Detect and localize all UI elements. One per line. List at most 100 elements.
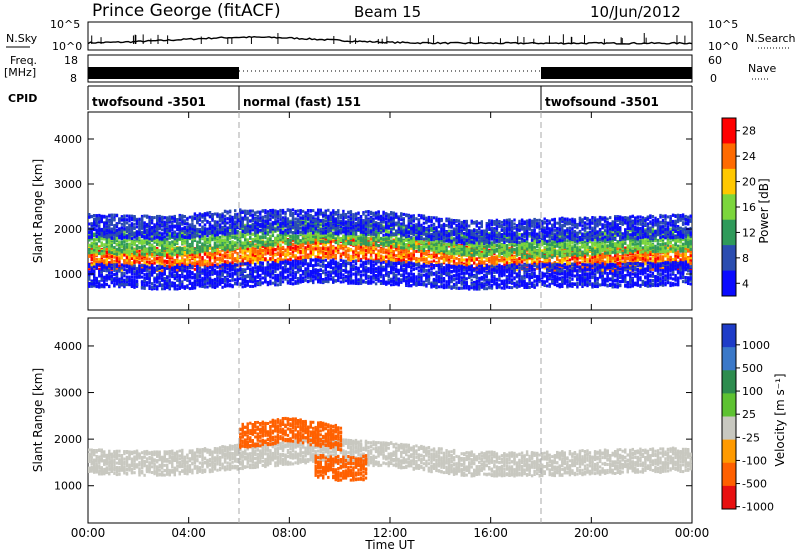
heatmap-cell (254, 250, 257, 254)
heatmap-cell (294, 235, 297, 239)
heatmap-cell (188, 251, 192, 255)
heatmap-cell (254, 239, 257, 243)
heatmap-cell (171, 263, 174, 267)
heatmap-cell (357, 257, 360, 261)
heatmap-cell (246, 255, 249, 259)
heatmap-cell (211, 263, 214, 267)
heatmap-cell (181, 241, 184, 245)
heatmap-cell (140, 258, 144, 262)
power-heatmap (88, 112, 692, 310)
freq-label-line1: Freq. (10, 54, 37, 67)
heatmap-cell (206, 237, 209, 241)
heatmap-cell (397, 255, 400, 258)
heatmap-cell (95, 260, 98, 264)
heatmap-cell (135, 244, 139, 248)
heatmap-cell (571, 257, 574, 261)
heatmap-cell (133, 261, 136, 264)
heatmap-cell (213, 259, 217, 263)
heatmap-cell (281, 240, 285, 244)
heatmap-cell (417, 259, 421, 263)
heatmap-cell (95, 253, 98, 256)
heatmap-cell (186, 253, 189, 257)
heatmap-cell (397, 245, 400, 249)
heatmap-cell (196, 251, 199, 255)
heatmap-cell (566, 261, 569, 265)
heatmap-cell (312, 227, 315, 231)
heatmap-cell (379, 250, 383, 254)
heatmap-cell (168, 255, 171, 259)
heatmap-cell (254, 248, 257, 252)
heatmap-cell (211, 246, 214, 250)
heatmap-cell (352, 250, 355, 254)
heatmap-cell (264, 246, 267, 250)
heatmap-cell (480, 260, 483, 264)
heatmap-cell (236, 238, 239, 242)
heatmap-cell (269, 234, 272, 238)
heatmap-cell (596, 258, 599, 262)
heatmap-cell (465, 261, 468, 265)
heatmap-cell (234, 257, 237, 261)
heatmap-cell (286, 249, 290, 253)
heatmap-cell (442, 261, 446, 265)
heatmap-cell (349, 235, 353, 239)
heatmap-cell (201, 260, 204, 264)
heatmap-cell (186, 244, 189, 248)
heatmap-cell (347, 242, 350, 246)
heatmap-cell (274, 259, 277, 262)
heatmap-cell (437, 256, 441, 260)
heatmap-cell (364, 253, 368, 257)
heatmap-cell (327, 240, 330, 243)
heatmap-cell (269, 243, 272, 247)
heatmap-cell (347, 257, 350, 261)
heatmap-cell (395, 248, 398, 252)
heatmap-cell (145, 252, 149, 255)
heatmap-cell (90, 264, 93, 268)
heatmap-cell (100, 254, 103, 258)
heatmap-cell (196, 253, 199, 257)
heatmap-cell (256, 236, 259, 240)
heatmap-cell (412, 255, 415, 259)
heatmap-cell (254, 244, 257, 248)
heatmap-cell (337, 239, 340, 243)
heatmap-cell (173, 258, 176, 262)
heatmap-cell (228, 256, 232, 260)
heatmap-cell (312, 245, 315, 249)
heatmap-cell (98, 246, 101, 250)
heatmap-cell (669, 256, 672, 260)
heatmap-cell (90, 244, 93, 248)
heatmap-cell (306, 244, 310, 248)
heatmap-cell (105, 263, 108, 267)
heatmap-cell (249, 258, 252, 262)
heatmap-cell (289, 258, 292, 261)
noise-tick-left-high: 10^5 (50, 18, 80, 31)
heatmap-cell (503, 260, 506, 264)
heatmap-cell (440, 250, 443, 254)
heatmap-cell (317, 247, 320, 251)
heatmap-cell (150, 254, 154, 258)
heatmap-cell (100, 241, 103, 245)
heatmap-cell (447, 257, 451, 261)
heatmap-cell (223, 247, 227, 251)
heatmap-cell (468, 262, 471, 266)
heatmap-cell (654, 254, 657, 258)
heatmap-cell (163, 252, 166, 256)
heatmap-cell (103, 247, 106, 251)
heatmap-cell (251, 232, 254, 236)
heatmap-cell (556, 257, 559, 261)
heatmap-cell (183, 241, 186, 245)
heatmap-cell (530, 260, 534, 263)
heatmap-cell (666, 258, 670, 261)
heatmap-cell (312, 240, 315, 244)
heatmap-cell (236, 257, 239, 261)
heatmap-cell (153, 257, 156, 261)
heatmap-cell (319, 251, 322, 255)
heatmap-cell (435, 256, 438, 260)
heatmap-cell (483, 247, 486, 251)
heatmap-cell (379, 259, 383, 263)
heatmap-cell (636, 255, 639, 259)
heatmap-cell (198, 255, 202, 259)
heatmap-cell (173, 261, 176, 265)
heatmap-cell (319, 256, 322, 260)
heatmap-cell (329, 245, 332, 249)
heatmap-cell (239, 246, 242, 250)
